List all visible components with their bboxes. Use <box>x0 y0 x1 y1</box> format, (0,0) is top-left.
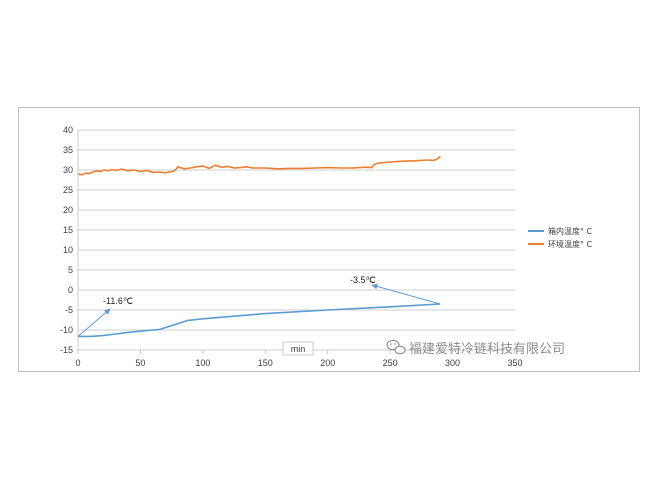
annotation-label: -11.6℃ <box>103 296 133 306</box>
x-tick-label: 100 <box>195 358 210 368</box>
y-tick-label: -5 <box>65 305 73 315</box>
y-tick-label: -15 <box>60 345 73 355</box>
y-tick-label: 30 <box>63 165 73 175</box>
chart-frame <box>18 107 640 372</box>
legend-label-1: 环境温度° C <box>548 239 593 249</box>
legend: 箱内温度° C 环境温度° C <box>528 226 593 249</box>
x-tick-label: 250 <box>383 358 398 368</box>
x-axis-title-box: min <box>282 341 314 356</box>
x-tick-label: 350 <box>507 358 522 368</box>
annotation-arrow <box>371 283 441 305</box>
watermark-text: 福建爱特冷链科技有限公司 <box>409 342 565 357</box>
y-tick-label: 15 <box>63 225 73 235</box>
watermark: 福建爱特冷链科技有限公司 <box>386 339 565 357</box>
y-tick-label: -10 <box>60 325 73 335</box>
x-tick-label: 200 <box>320 358 335 368</box>
legend-label-0: 箱内温度° C <box>548 226 593 236</box>
y-tick-label: 25 <box>63 185 73 195</box>
x-tick-label: 0 <box>75 358 80 368</box>
annotations-layer: -11.6℃ -3.5℃ <box>77 275 441 337</box>
x-tick-label: 150 <box>258 358 273 368</box>
y-tick-label: 40 <box>63 125 73 135</box>
y-tick-label: 5 <box>68 265 73 275</box>
wechat-icon <box>386 339 406 355</box>
y-tick-label: 0 <box>68 285 73 295</box>
y-tick-label: 10 <box>63 245 73 255</box>
grid-lines <box>78 129 515 351</box>
annotation-arrow <box>77 308 111 337</box>
y-tick-label: 35 <box>63 145 73 155</box>
series-line-1 <box>77 155 441 176</box>
x-tick-label: 50 <box>135 358 145 368</box>
x-axis-title: min <box>291 344 306 354</box>
y-axis: -15 -10 -5 0 5 10 15 20 25 30 35 40 <box>60 125 79 355</box>
annotation-label: -3.5℃ <box>350 275 376 285</box>
y-tick-label: 20 <box>63 205 73 215</box>
x-axis: 0 50 100 150 200 250 300 350 <box>75 350 523 368</box>
series-line-0 <box>78 303 441 338</box>
series-layer <box>77 155 441 338</box>
x-tick-label: 300 <box>445 358 460 368</box>
